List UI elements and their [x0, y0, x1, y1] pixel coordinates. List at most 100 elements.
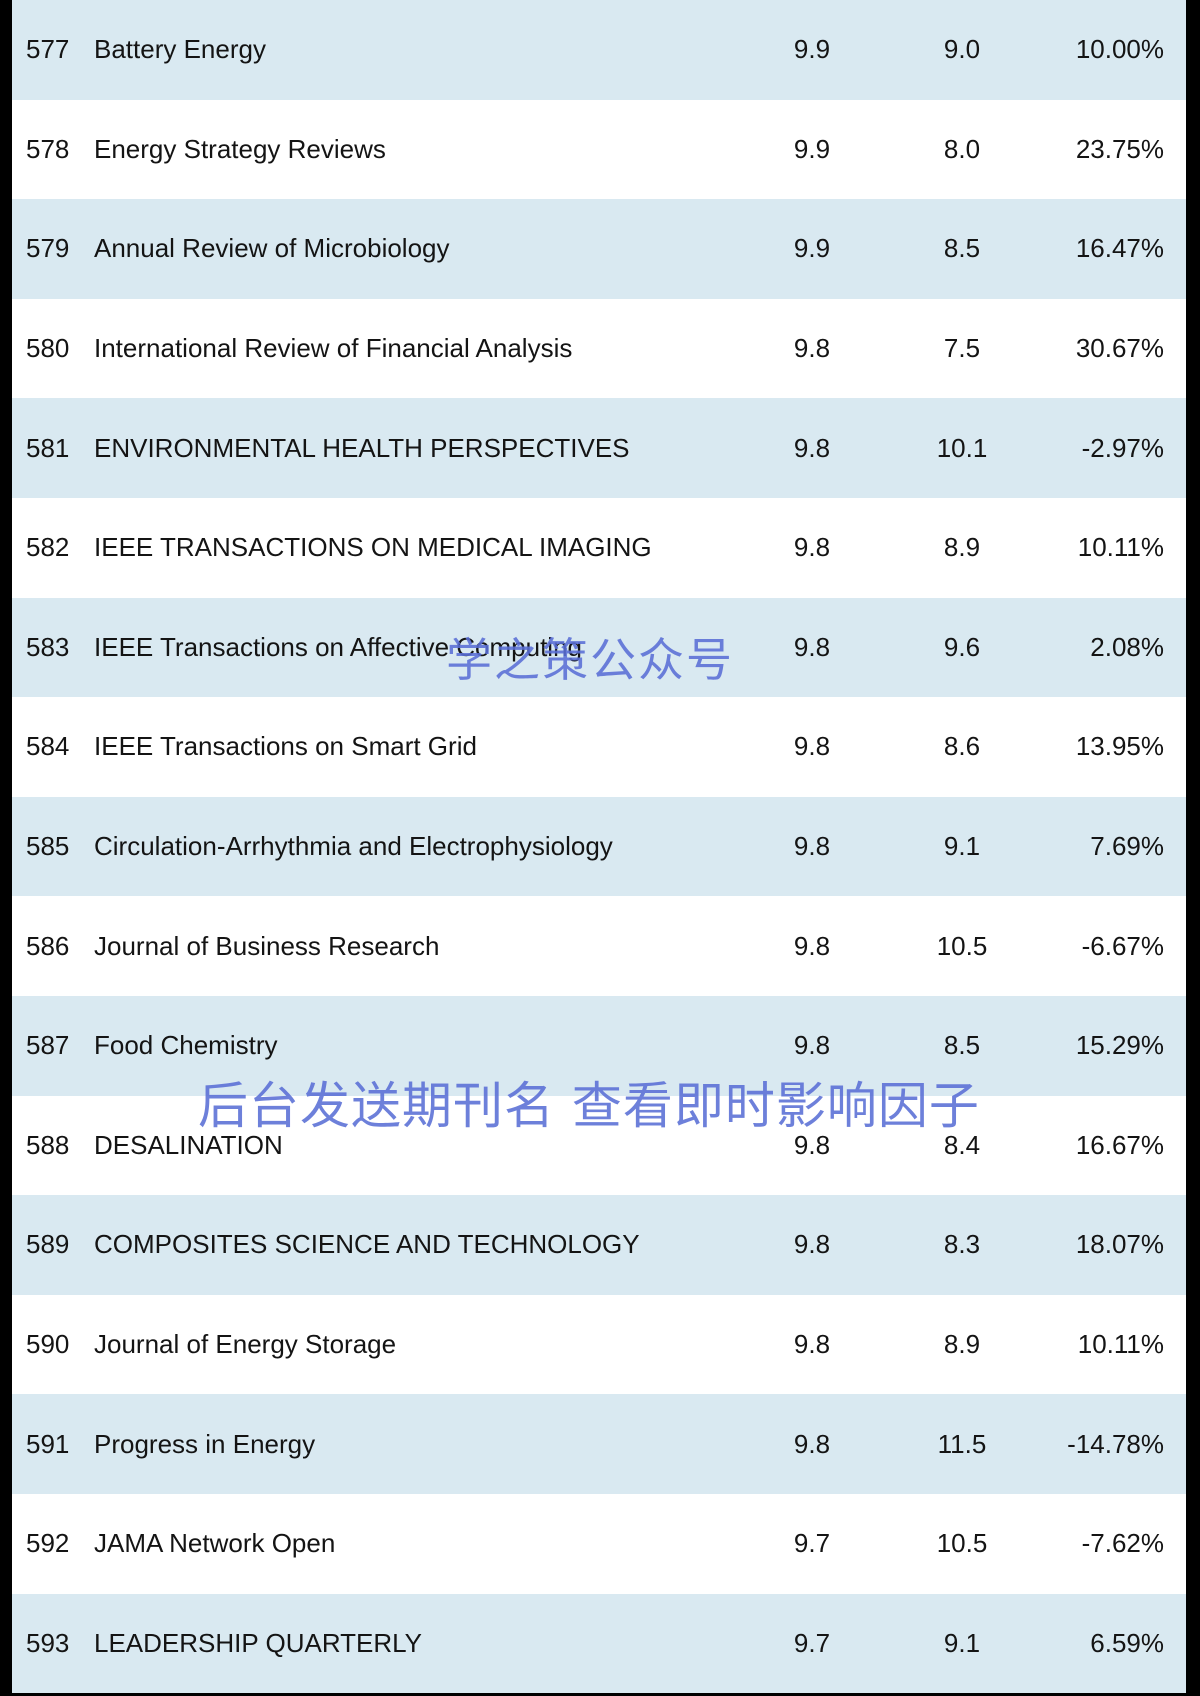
percent-cell: 18.07% [1075, 1229, 1164, 1260]
value-cell-1: 9.8 [793, 532, 831, 563]
value-cell-2: 8.5 [943, 1030, 981, 1061]
journal-name-cell: Battery Energy [94, 34, 266, 65]
value-cell-2: 7.5 [943, 333, 981, 364]
journal-name-cell: ENVIRONMENTAL HEALTH PERSPECTIVES [94, 432, 630, 463]
value-cell-2: 9.0 [943, 34, 981, 65]
table-row: 593 LEADERSHIP QUARTERLY 9.7 9.1 6.59% [12, 1593, 1186, 1694]
value-cell-2: 9.1 [943, 1627, 981, 1658]
journal-name-cell: LEADERSHIP QUARTERLY [94, 1627, 422, 1658]
value-cell-1: 9.7 [793, 1627, 831, 1658]
value-cell-1: 9.8 [793, 1229, 831, 1260]
journal-table: 577 Battery Energy 9.9 9.0 10.00% 578 En… [12, 0, 1186, 1696]
table-row: 586 Journal of Business Research 9.8 10.… [12, 896, 1186, 996]
table-row: 584 IEEE Transactions on Smart Grid 9.8 … [12, 697, 1186, 797]
rank-cell: 588 [26, 1129, 70, 1160]
percent-cell: 16.47% [1075, 233, 1164, 264]
value-cell-1: 9.8 [793, 831, 831, 862]
value-cell-1: 9.8 [793, 631, 831, 662]
rank-cell: 582 [26, 532, 70, 563]
percent-cell: -2.97% [1081, 432, 1164, 463]
value-cell-2: 8.9 [943, 532, 981, 563]
percent-cell: -14.78% [1067, 1428, 1164, 1459]
value-cell-2: 8.9 [943, 1329, 981, 1360]
percent-cell: 10.11% [1077, 1329, 1164, 1360]
table-row: 583 IEEE Transactions on Affective Compu… [12, 597, 1186, 698]
value-cell-2: 8.4 [943, 1129, 981, 1160]
rank-cell: 581 [26, 432, 70, 463]
value-cell-2: 10.5 [936, 1528, 988, 1559]
journal-name-cell: Annual Review of Microbiology [94, 233, 450, 264]
rank-cell: 579 [26, 233, 70, 264]
journal-name-cell: International Review of Financial Analys… [94, 333, 573, 364]
percent-cell: 30.67% [1075, 333, 1164, 364]
table-row: 588 DESALINATION 9.8 8.4 16.67% [12, 1095, 1186, 1196]
value-cell-2: 9.6 [943, 631, 981, 662]
percent-cell: 13.95% [1075, 731, 1164, 762]
value-cell-2: 8.3 [943, 1229, 981, 1260]
rank-cell: 589 [26, 1229, 70, 1260]
table-row: 590 Journal of Energy Storage 9.8 8.9 10… [12, 1294, 1186, 1395]
percent-cell: 10.11% [1077, 532, 1164, 563]
table-row: 577 Battery Energy 9.9 9.0 10.00% [12, 0, 1186, 100]
value-cell-2: 9.1 [943, 831, 981, 862]
table-row: 582 IEEE TRANSACTIONS ON MEDICAL IMAGING… [12, 497, 1186, 598]
value-cell-2: 11.5 [937, 1428, 987, 1459]
table-row: 587 Food Chemistry 9.8 8.5 15.29% [12, 995, 1186, 1096]
rank-cell: 591 [26, 1428, 70, 1459]
rank-cell: 593 [26, 1627, 70, 1658]
rank-cell: 587 [26, 1030, 70, 1061]
journal-name-cell: Journal of Energy Storage [94, 1329, 397, 1360]
value-cell-1: 9.8 [793, 731, 831, 762]
journal-name-cell: Energy Strategy Reviews [94, 133, 386, 164]
journal-name-cell: JAMA Network Open [94, 1528, 336, 1559]
rank-cell: 584 [26, 731, 70, 762]
percent-cell: 15.29% [1075, 1030, 1164, 1061]
table-row: 578 Energy Strategy Reviews 9.9 8.0 23.7… [12, 99, 1186, 200]
percent-cell: 10.00% [1075, 34, 1164, 65]
journal-name-cell: Progress in Energy [94, 1428, 316, 1459]
table-row: 580 International Review of Financial An… [12, 298, 1186, 399]
percent-cell: -7.62% [1081, 1528, 1164, 1559]
value-cell-1: 9.9 [793, 133, 831, 164]
value-cell-1: 9.8 [793, 333, 831, 364]
value-cell-1: 9.9 [793, 233, 831, 264]
journal-name-cell: COMPOSITES SCIENCE AND TECHNOLOGY [94, 1229, 640, 1260]
value-cell-2: 10.5 [936, 930, 988, 961]
value-cell-1: 9.8 [793, 1129, 831, 1160]
journal-name-cell: Circulation-Arrhythmia and Electrophysio… [94, 831, 613, 862]
rank-cell: 586 [26, 930, 70, 961]
percent-cell: 16.67% [1075, 1129, 1164, 1160]
value-cell-2: 8.5 [943, 233, 981, 264]
table-row: 579 Annual Review of Microbiology 9.9 8.… [12, 199, 1186, 299]
value-cell-1: 9.7 [793, 1528, 831, 1559]
table-row: 591 Progress in Energy 9.8 11.5 -14.78% [12, 1394, 1186, 1494]
table-row: 589 COMPOSITES SCIENCE AND TECHNOLOGY 9.… [12, 1195, 1186, 1295]
journal-name-cell: IEEE Transactions on Smart Grid [94, 731, 477, 762]
rank-cell: 583 [26, 631, 70, 662]
percent-cell: 7.69% [1090, 831, 1164, 862]
table-row: 585 Circulation-Arrhythmia and Electroph… [12, 796, 1186, 897]
percent-cell: 2.08% [1090, 631, 1164, 662]
table-row: 581 ENVIRONMENTAL HEALTH PERSPECTIVES 9.… [12, 398, 1186, 498]
value-cell-1: 9.8 [793, 432, 831, 463]
value-cell-2: 8.6 [943, 731, 981, 762]
percent-cell: -6.67% [1081, 930, 1164, 961]
rank-cell: 580 [26, 333, 70, 364]
journal-name-cell: Food Chemistry [94, 1030, 278, 1061]
rank-cell: 590 [26, 1329, 70, 1360]
value-cell-2: 10.1 [936, 432, 988, 463]
percent-cell: 23.75% [1075, 133, 1164, 164]
table-row: 592 JAMA Network Open 9.7 10.5 -7.62% [12, 1493, 1186, 1594]
value-cell-1: 9.8 [793, 930, 831, 961]
rank-cell: 585 [26, 831, 70, 862]
value-cell-1: 9.8 [793, 1030, 831, 1061]
rank-cell: 592 [26, 1528, 70, 1559]
rank-cell: 577 [26, 34, 70, 65]
value-cell-1: 9.9 [793, 34, 831, 65]
journal-name-cell: IEEE TRANSACTIONS ON MEDICAL IMAGING [94, 532, 652, 563]
value-cell-1: 9.8 [793, 1428, 831, 1459]
rank-cell: 578 [26, 133, 70, 164]
journal-name-cell: IEEE Transactions on Affective Computing [94, 631, 583, 662]
value-cell-1: 9.8 [793, 1329, 831, 1360]
